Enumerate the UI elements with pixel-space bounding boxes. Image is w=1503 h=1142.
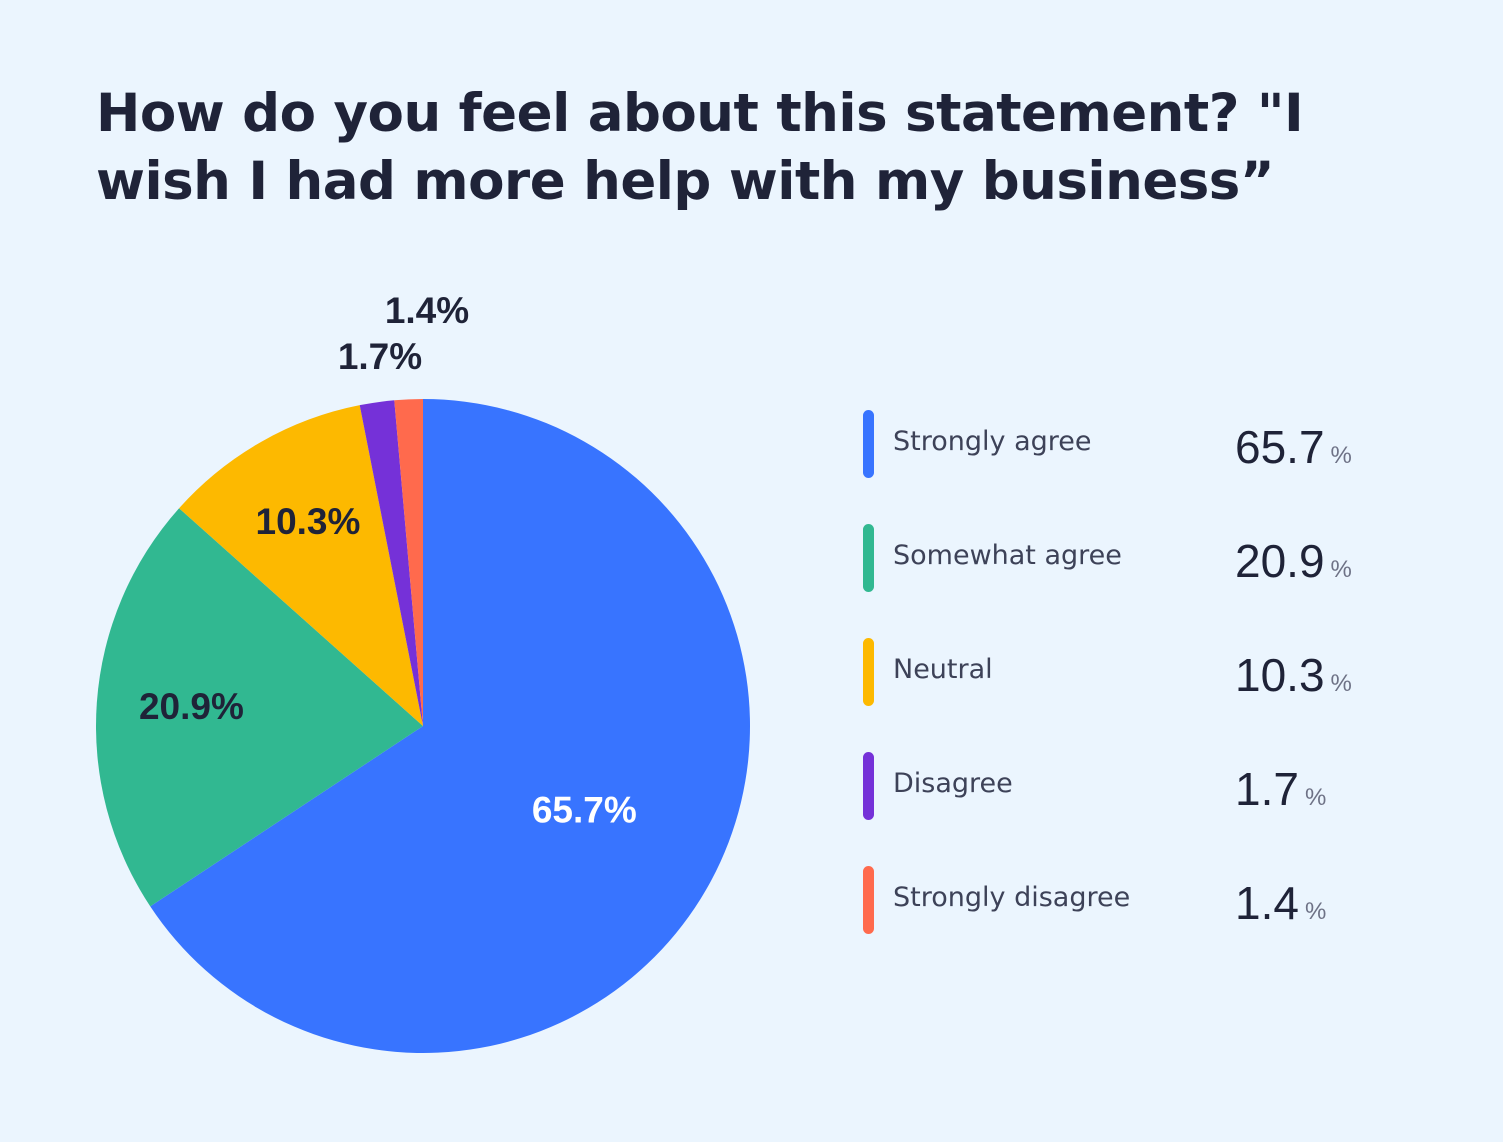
legend-item-neutral: Neutral 10.3%: [863, 638, 1423, 752]
legend-value: 20.9%: [1235, 534, 1352, 588]
chart-legend: Strongly agree 65.7% Somewhat agree 20.9…: [863, 410, 1423, 980]
legend-item-strongly-disagree: Strongly disagree 1.4%: [863, 866, 1423, 980]
pie-slice-somewhat-agree: [96, 508, 424, 907]
legend-number: 1.4: [1235, 877, 1299, 929]
pie-chart: 65.7% 20.9% 10.3% 1.7% 1.4%: [96, 290, 750, 1053]
legend-label: Strongly agree: [893, 426, 1092, 457]
legend-number: 1.7: [1235, 763, 1299, 815]
legend-value: 1.4%: [1235, 876, 1326, 930]
legend-number: 10.3: [1235, 649, 1325, 701]
pie-label-neutral: 10.3%: [256, 501, 361, 542]
legend-item-somewhat-agree: Somewhat agree 20.9%: [863, 524, 1423, 638]
pie-label-strongly-agree: 65.7%: [532, 789, 637, 830]
legend-item-strongly-agree: Strongly agree 65.7%: [863, 410, 1423, 524]
pie-label-somewhat-agree: 20.9%: [139, 686, 244, 727]
chart-title: How do you feel about this statement? "I…: [96, 83, 1304, 212]
legend-unit: %: [1330, 556, 1352, 583]
pie-slice-strongly-disagree: [394, 399, 423, 726]
legend-label: Disagree: [893, 768, 1013, 799]
legend-unit: %: [1330, 670, 1352, 697]
legend-swatch: [863, 638, 874, 706]
pie-slice-strongly-agree: [150, 399, 750, 1053]
legend-swatch: [863, 752, 874, 820]
legend-value: 65.7%: [1235, 420, 1352, 474]
legend-unit: %: [1304, 784, 1327, 811]
legend-number: 65.7: [1235, 421, 1325, 473]
legend-unit: %: [1330, 442, 1352, 469]
legend-item-disagree: Disagree 1.7%: [863, 752, 1423, 866]
legend-swatch: [863, 866, 874, 934]
legend-unit: %: [1304, 898, 1327, 925]
legend-value: 10.3%: [1235, 648, 1352, 702]
pie-label-strongly-disagree: 1.4%: [385, 290, 469, 331]
legend-swatch: [863, 410, 874, 478]
legend-label: Somewhat agree: [893, 540, 1122, 571]
legend-swatch: [863, 524, 874, 592]
legend-number: 20.9: [1235, 535, 1325, 587]
legend-value: 1.7%: [1235, 762, 1326, 816]
legend-label: Neutral: [893, 654, 993, 685]
pie-slice-disagree: [359, 400, 423, 726]
pie-label-disagree: 1.7%: [338, 336, 422, 377]
pie-slice-neutral: [179, 405, 423, 726]
legend-label: Strongly disagree: [893, 882, 1131, 913]
